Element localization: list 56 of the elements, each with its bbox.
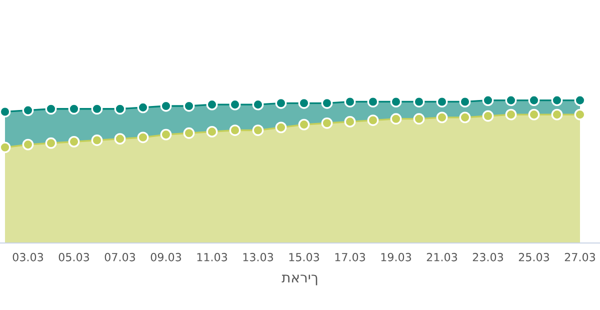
point (459, 96, 471, 108)
point (528, 108, 540, 120)
point (22, 138, 34, 150)
point (252, 124, 264, 136)
point (436, 112, 448, 124)
point (459, 112, 471, 124)
point (114, 133, 126, 145)
x-tick-label: 25.03 (518, 252, 550, 262)
point (91, 134, 103, 146)
x-tick-label: 21.03 (426, 252, 458, 262)
point (114, 103, 126, 115)
point (183, 127, 195, 139)
point (22, 104, 34, 116)
point (505, 108, 517, 120)
point (344, 116, 356, 128)
x-tick-label: 23.03 (472, 252, 504, 262)
x-tick-label: 09.03 (150, 252, 182, 262)
point (390, 113, 402, 125)
point (413, 96, 425, 108)
point (91, 103, 103, 115)
point (436, 96, 448, 108)
x-tick-label: 27.03 (564, 252, 596, 262)
x-tick-label: 07.03 (104, 252, 136, 262)
point (298, 118, 310, 130)
point (551, 94, 563, 106)
point (551, 108, 563, 120)
point (367, 114, 379, 126)
point (229, 124, 241, 136)
x-tick-label: 03.03 (12, 252, 44, 262)
point (68, 103, 80, 115)
point (68, 136, 80, 148)
point (45, 103, 57, 115)
point (482, 94, 494, 106)
x-tick-label: 17.03 (335, 252, 366, 262)
point (344, 96, 356, 108)
point (413, 113, 425, 125)
point (321, 117, 333, 129)
x-tick-label: 13.03 (243, 252, 274, 262)
point (367, 96, 379, 108)
point (0, 106, 11, 118)
point (390, 96, 402, 108)
point (0, 142, 11, 154)
point (505, 94, 517, 106)
x-axis-title: תאריך (282, 274, 318, 286)
point (528, 94, 540, 106)
x-tick-label: 19.03 (381, 252, 412, 262)
point (206, 126, 218, 138)
point (45, 137, 57, 149)
point (160, 128, 172, 140)
x-tick-label: 15.03 (289, 252, 320, 262)
point (137, 102, 149, 114)
point (137, 132, 149, 144)
point (275, 122, 287, 134)
x-tick-label: 11.03 (197, 252, 228, 262)
point (482, 110, 494, 122)
x-tick-label: 05.03 (58, 252, 90, 262)
